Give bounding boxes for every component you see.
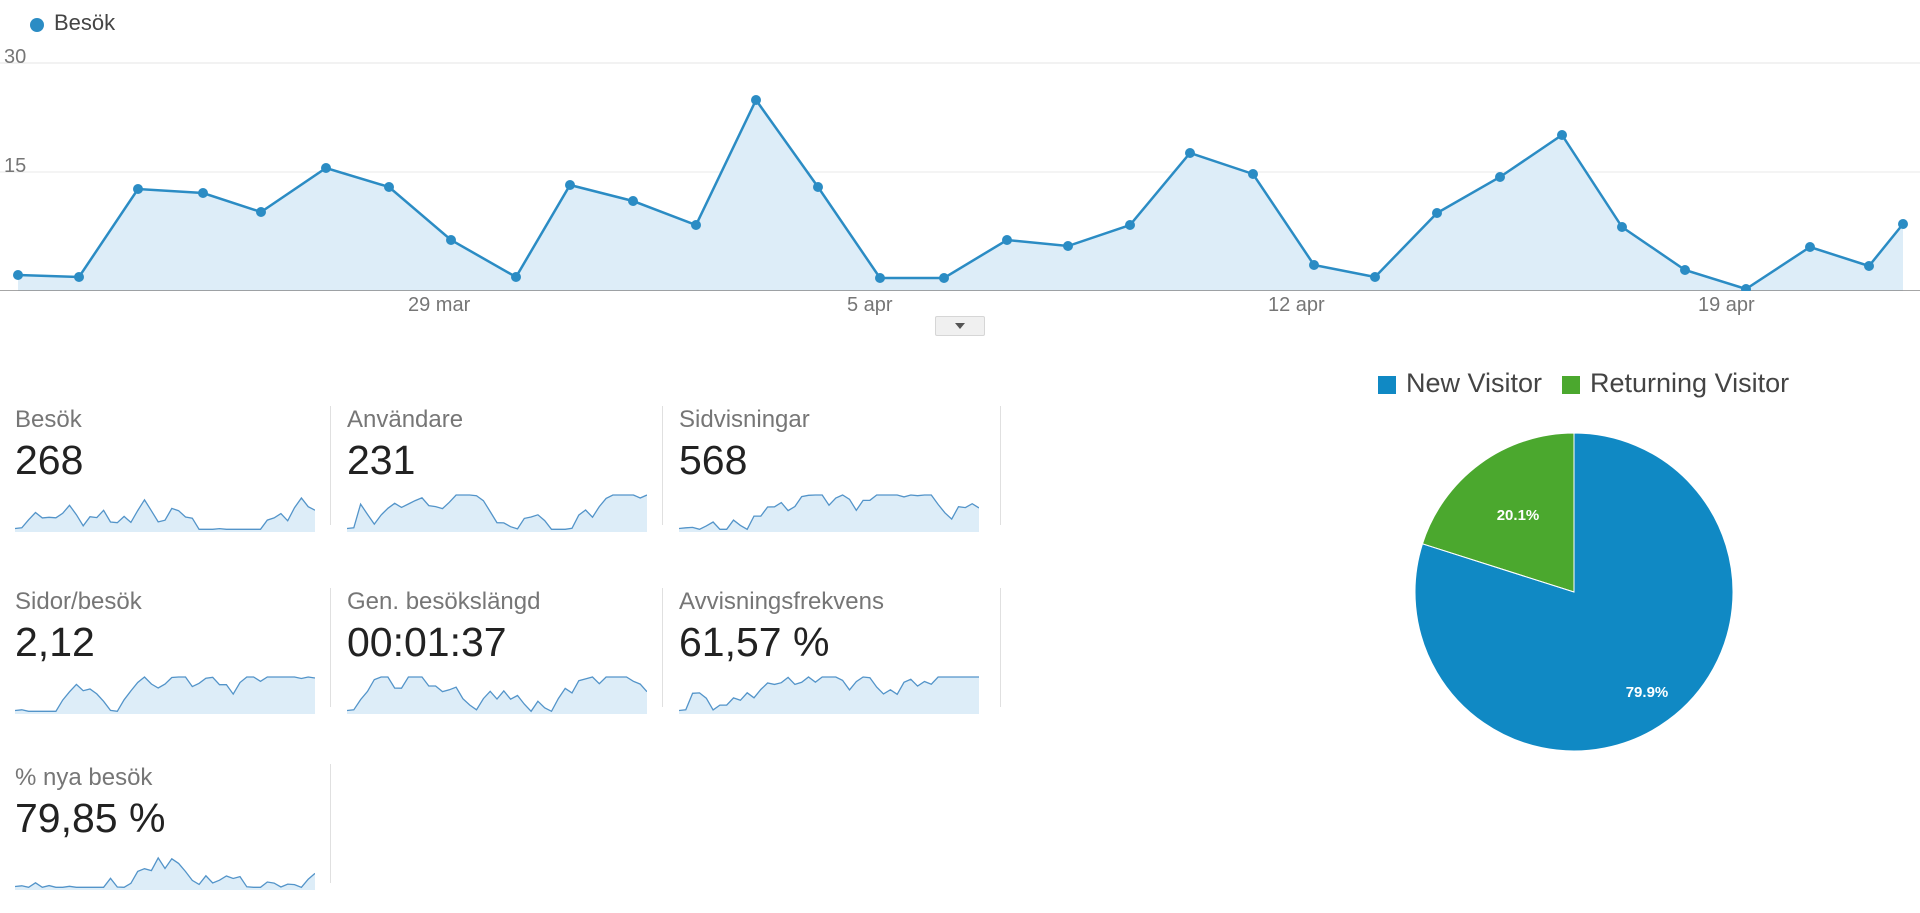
- svg-text:79.9%: 79.9%: [1626, 684, 1669, 701]
- svg-text:20.1%: 20.1%: [1497, 507, 1540, 524]
